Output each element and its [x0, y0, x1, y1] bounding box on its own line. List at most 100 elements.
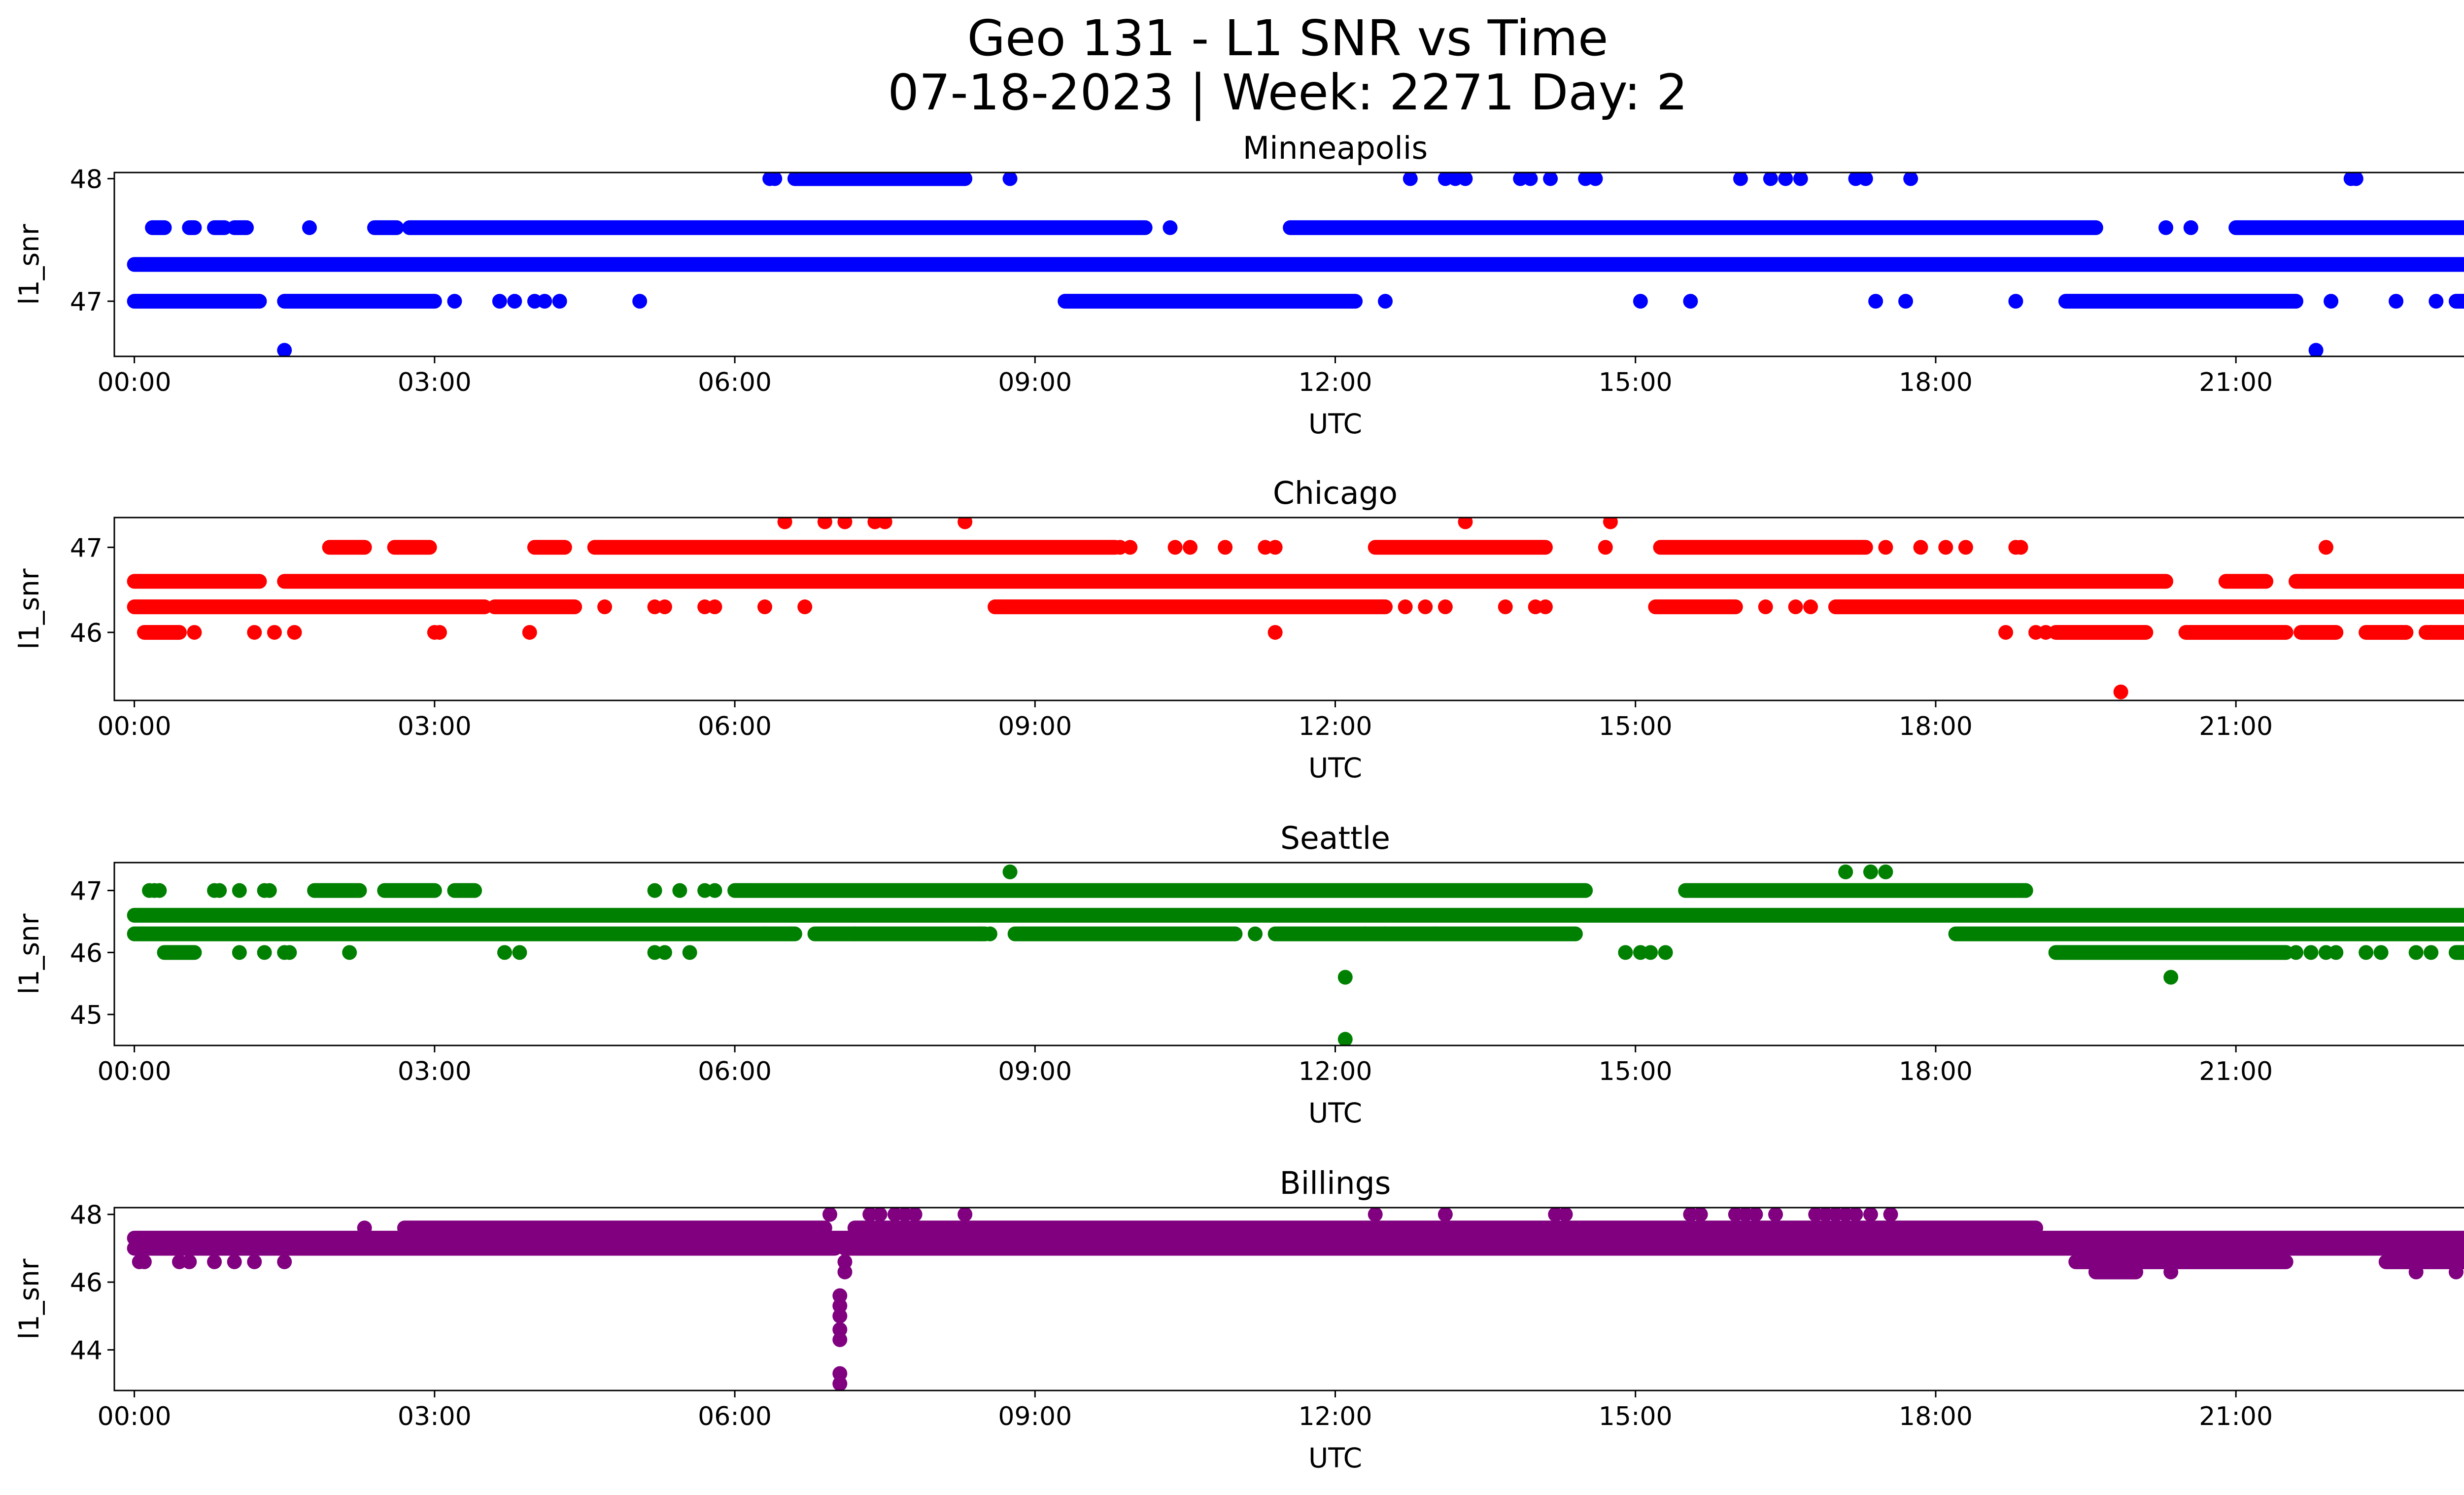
x-tick-label: 15:00 [1599, 712, 1673, 741]
data-point [1763, 173, 1778, 186]
data-point [1868, 294, 1883, 309]
data-point [2318, 540, 2333, 555]
data-point [182, 1254, 197, 1269]
x-axis-label: UTC [1308, 752, 1362, 784]
data-point [1358, 926, 1373, 941]
data-point [1398, 599, 1413, 615]
data-point [227, 1254, 242, 1269]
x-axis-label: UTC [1308, 1442, 1362, 1474]
data-point [247, 625, 262, 640]
x-tick-label: 09:00 [998, 712, 1072, 741]
data-point [1183, 540, 1198, 555]
y-tick-label: 46 [70, 939, 103, 968]
data-point [2163, 1264, 2179, 1280]
data-point [657, 945, 672, 960]
data-point [1848, 1208, 1863, 1222]
data-point [1658, 945, 1673, 960]
subplot-2: Seattle 00:00 03:00 06:00 09:00 12:00 15:00 18:… [13, 820, 2464, 1129]
y-tick-label: 44 [70, 1336, 103, 1366]
data-point [1858, 173, 1873, 186]
data-point [1337, 1032, 1353, 1045]
data-point [1793, 173, 1808, 186]
data-point [1378, 926, 1393, 941]
data-point [522, 625, 537, 640]
data-point [1733, 173, 1748, 186]
data-point [1002, 173, 1018, 186]
data-point [2389, 294, 2404, 309]
data-point [907, 1208, 923, 1222]
data-point [1838, 864, 1853, 879]
data-point [1123, 540, 1138, 555]
data-point [267, 625, 282, 640]
data-point [2424, 945, 2439, 960]
data-point [1378, 294, 1393, 309]
data-point [682, 945, 697, 960]
data-point [1163, 220, 1178, 235]
subplot-title: Seattle [1280, 820, 1390, 856]
data-point [2113, 684, 2128, 699]
data-point [767, 173, 783, 186]
x-tick-label: 03:00 [398, 712, 472, 741]
data-point [707, 599, 722, 615]
data-point [597, 599, 613, 615]
data-point [212, 883, 227, 898]
data-point [507, 294, 522, 309]
data-point [2158, 220, 2174, 235]
data-point [1458, 518, 1473, 529]
data-point [1418, 599, 1433, 615]
data-point [262, 883, 277, 898]
x-tick-label: 21:00 [2199, 1402, 2273, 1431]
x-tick-label: 03:00 [398, 368, 472, 397]
x-tick-label: 06:00 [698, 712, 772, 741]
data-point [982, 926, 997, 941]
y-tick-label: 47 [70, 533, 103, 563]
data-point [832, 1366, 848, 1381]
data-point [632, 294, 648, 309]
x-tick-label: 12:00 [1299, 1402, 1372, 1431]
data-point [1167, 540, 1183, 555]
x-tick-label: 00:00 [98, 712, 171, 741]
data-point [1788, 599, 1803, 615]
data-point [447, 294, 462, 309]
data-point [817, 518, 832, 529]
x-tick-label: 09:00 [998, 1402, 1072, 1431]
data-point [1863, 864, 1878, 879]
data-point [757, 599, 772, 615]
data-point [1428, 926, 1443, 941]
data-point [797, 599, 813, 615]
data-point [1778, 173, 1793, 186]
data-point [1368, 1208, 1383, 1222]
figure-title: Geo 131 - L1 SNR vs Time [967, 9, 1608, 67]
y-tick-label: 46 [70, 1268, 103, 1298]
data-point [537, 294, 552, 309]
data-point [137, 1254, 152, 1269]
data-point [2348, 173, 2363, 186]
data-point [232, 945, 247, 960]
x-tick-label: 06:00 [698, 368, 772, 397]
data-point [1267, 625, 1283, 640]
x-tick-label: 18:00 [1899, 368, 1973, 397]
data-point [1403, 173, 1418, 186]
x-tick-label: 00:00 [98, 1057, 171, 1086]
data-point [1603, 518, 1618, 529]
x-axis-label: UTC [1308, 408, 1362, 440]
subplot-title: Chicago [1273, 475, 1398, 511]
data-point [1248, 926, 1263, 941]
data-point [657, 599, 672, 615]
data-point [2183, 220, 2198, 235]
data-point [832, 1332, 848, 1347]
data-point [152, 883, 167, 898]
data-point [1458, 173, 1473, 186]
data-point [277, 343, 292, 356]
data-point [492, 294, 507, 309]
data-point [2008, 294, 2023, 309]
data-point [958, 518, 973, 529]
data-point [1693, 1208, 1708, 1222]
data-point [877, 518, 892, 529]
data-point [232, 883, 247, 898]
data-point [2448, 1264, 2464, 1280]
data-point [872, 1208, 888, 1222]
data-point [2359, 945, 2374, 960]
data-point [1538, 599, 1553, 615]
